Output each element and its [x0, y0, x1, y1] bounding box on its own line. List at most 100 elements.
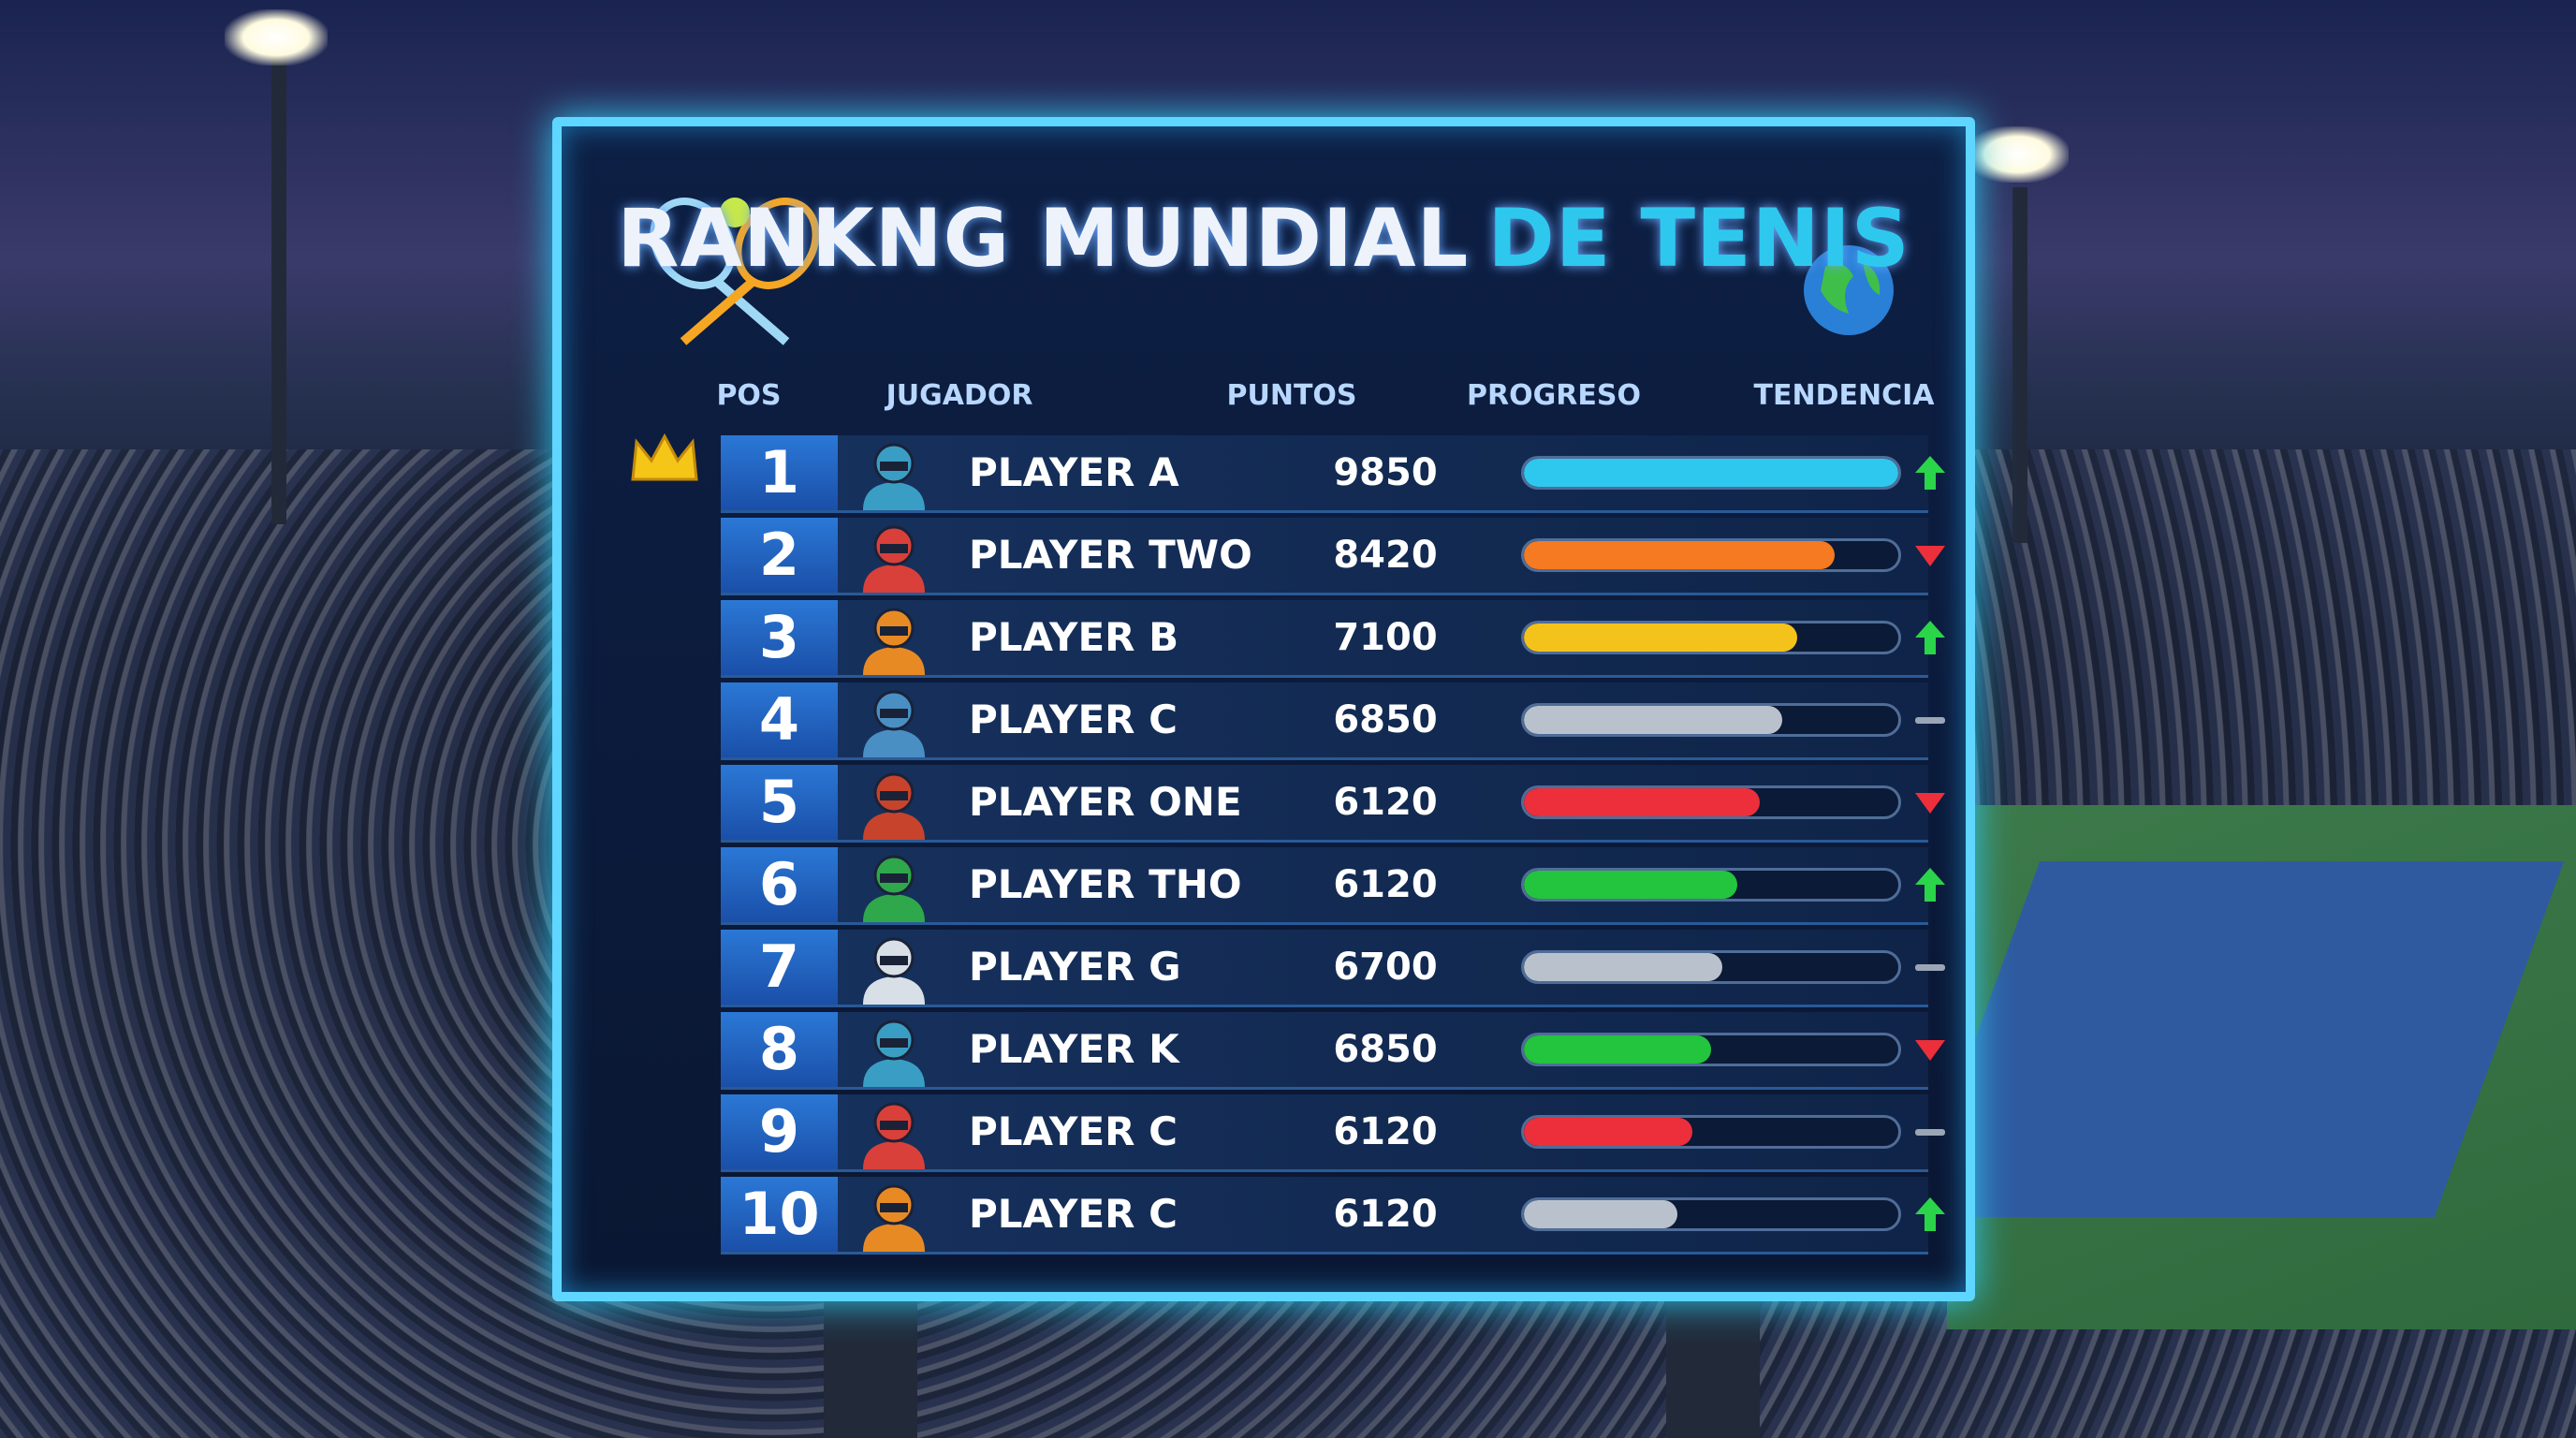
table-row: 9 PLAYER C 6120	[721, 1094, 1945, 1172]
stadium-light	[225, 9, 328, 66]
trend-dash	[1915, 964, 1945, 971]
player-name: PLAYER K	[969, 1026, 1179, 1072]
trend-up	[1915, 456, 1945, 490]
player-name: PLAYER C	[969, 697, 1178, 742]
table-row: 4 PLAYER C 6850	[721, 682, 1945, 760]
position: 2	[721, 518, 838, 593]
points: 6120	[1333, 1110, 1438, 1153]
column-header: PUNTOS	[1226, 379, 1357, 412]
crown-icon	[631, 433, 698, 481]
progress-bar	[1524, 1200, 1677, 1228]
trend-arrow	[1915, 546, 1945, 566]
column-header: POS	[716, 379, 782, 412]
position: 3	[721, 600, 838, 675]
player-name: PLAYER THO	[969, 861, 1242, 907]
progress-bar	[1524, 953, 1722, 981]
avatar-visor	[880, 462, 908, 471]
points: 8420	[1333, 534, 1438, 577]
trend-flat	[1915, 1129, 1945, 1136]
progress-track	[1521, 785, 1901, 819]
table-row: 6 PLAYER THO 6120	[721, 847, 1945, 925]
trend-up	[1915, 1197, 1945, 1231]
globe-icon	[1804, 245, 1894, 335]
trend-down	[1915, 793, 1945, 814]
title-main: RANKNG MUNDIAL	[617, 192, 1470, 286]
position: 7	[721, 930, 838, 1005]
avatar-body	[863, 894, 925, 922]
avatar-visor	[880, 709, 908, 718]
player-name: PLAYER C	[969, 1108, 1178, 1154]
table-row: 5 PLAYER ONE 6120	[721, 765, 1945, 843]
player-avatar	[863, 608, 925, 675]
points: 6850	[1333, 698, 1438, 741]
points: 6850	[1333, 1028, 1438, 1071]
column-header: PROGRESO	[1467, 379, 1641, 412]
trend-arrow	[1915, 868, 1945, 902]
table-row: 10 PLAYER C 6120	[721, 1177, 1945, 1255]
player-name: PLAYER ONE	[969, 779, 1242, 825]
progress-bar	[1524, 1035, 1711, 1064]
avatar-visor	[880, 544, 908, 553]
trend-arrow	[1915, 456, 1945, 490]
player-avatar	[863, 525, 925, 593]
trend-arrow	[1915, 1040, 1945, 1061]
trend-flat	[1915, 964, 1945, 971]
position: 5	[721, 765, 838, 840]
table-row: 7 PLAYER G 6700	[721, 930, 1945, 1007]
progress-bar	[1524, 871, 1737, 899]
avatar-visor	[880, 791, 908, 800]
trend-down	[1915, 546, 1945, 566]
player-avatar	[863, 937, 925, 1005]
points: 6120	[1333, 781, 1438, 824]
title: RANKNG MUNDIAL DE TENIS	[562, 192, 1966, 286]
progress-track	[1521, 868, 1901, 902]
position: 9	[721, 1094, 838, 1169]
player-avatar	[863, 772, 925, 840]
trend-arrow	[1915, 621, 1945, 654]
table-row: 1 PLAYER A 9850	[721, 435, 1945, 513]
light-pole	[271, 56, 286, 524]
progress-bar	[1524, 541, 1835, 569]
column-header: TENDENCIA	[1753, 379, 1935, 412]
trend-flat	[1915, 717, 1945, 724]
avatar-body	[863, 647, 925, 675]
player-avatar	[863, 1184, 925, 1252]
progress-bar	[1524, 788, 1760, 816]
trend-arrow	[1915, 1197, 1945, 1231]
trend-down	[1915, 1040, 1945, 1061]
trend-dash	[1915, 717, 1945, 724]
points: 7100	[1333, 616, 1438, 659]
avatar-visor	[880, 873, 908, 883]
trend-arrow	[1915, 793, 1945, 814]
progress-bar	[1524, 1118, 1692, 1146]
stadium-light	[1966, 126, 2069, 183]
progress-bar	[1524, 706, 1782, 734]
avatar-visor	[880, 626, 908, 636]
table-row: 2 PLAYER TWO 8420	[721, 518, 1945, 595]
progress-track	[1521, 456, 1901, 490]
avatar-body	[863, 565, 925, 593]
progress-track	[1521, 1197, 1901, 1231]
avatar-visor	[880, 1203, 908, 1212]
trend-up	[1915, 868, 1945, 902]
progress-bar	[1524, 624, 1797, 652]
avatar-body	[863, 729, 925, 757]
player-avatar	[863, 690, 925, 757]
points: 9850	[1333, 451, 1438, 494]
rackets-icon	[650, 198, 820, 345]
leaderboard: RANKNG MUNDIAL DE TENIS POS JUGADOR PUNTOS P…	[552, 117, 1975, 1301]
progress-track	[1521, 950, 1901, 984]
progress-bar	[1524, 459, 1898, 487]
column-header: JUGADOR	[886, 379, 1033, 412]
points: 6120	[1333, 863, 1438, 906]
avatar-body	[863, 1141, 925, 1169]
progress-track	[1521, 1033, 1901, 1066]
player-avatar	[863, 443, 925, 510]
progress-track	[1521, 703, 1901, 737]
position: 6	[721, 847, 838, 922]
points: 6700	[1333, 946, 1438, 989]
position: 4	[721, 682, 838, 757]
table-row: 8 PLAYER K 6850	[721, 1012, 1945, 1090]
player-avatar	[863, 855, 925, 922]
